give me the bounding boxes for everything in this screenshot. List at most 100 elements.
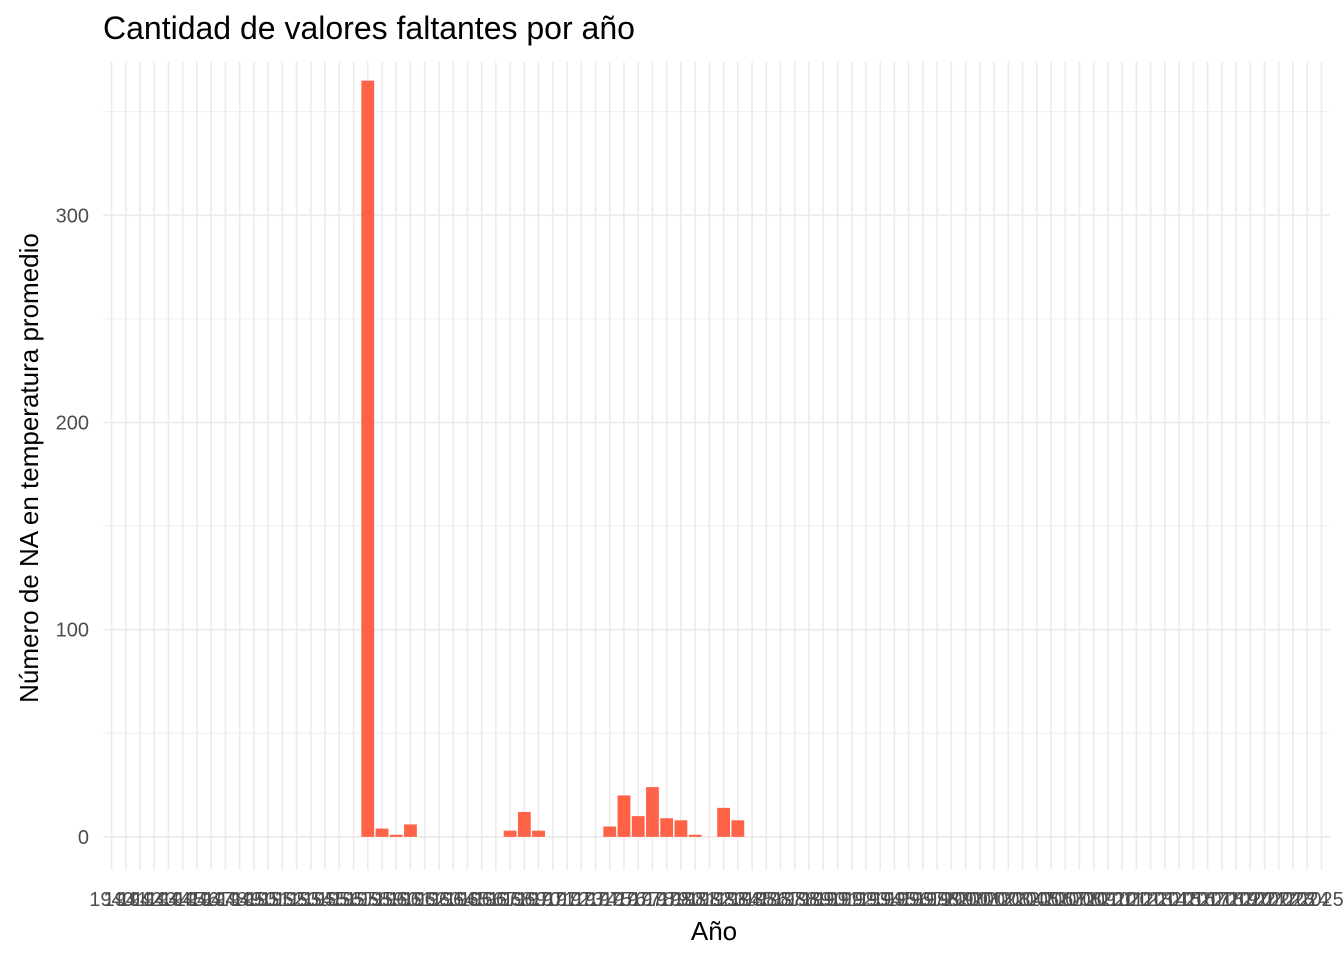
x-tick-label: 1989 <box>787 889 832 911</box>
y-axis-title: Número de NA en temperatura promedio <box>14 233 44 703</box>
x-tick-label: 1968 <box>488 889 533 911</box>
bars <box>361 80 745 837</box>
x-tick-label: 1990 <box>801 889 846 911</box>
x-tick-label: 1979 <box>644 889 689 911</box>
x-tick-label: 2006 <box>1029 889 1074 911</box>
bar-1959 <box>375 828 389 837</box>
bar-1961 <box>404 824 417 837</box>
x-tick-label: 1946 <box>175 889 220 911</box>
x-tick-label: 1943 <box>132 889 177 911</box>
x-tick-label: 1992 <box>829 889 874 911</box>
x-tick-label: 2004 <box>1000 889 1045 911</box>
bar-1976 <box>617 795 631 837</box>
x-tick-label: 1999 <box>929 889 974 911</box>
x-tick-label: 2005 <box>1015 889 1060 911</box>
x-tick-label: 2017 <box>1185 889 1230 911</box>
x-tick-label: 1959 <box>360 889 405 911</box>
x-tick-label: 2013 <box>1128 889 1173 911</box>
x-tick-label: 1960 <box>374 889 419 911</box>
grid-lines <box>103 62 1330 870</box>
x-tick-label: 1955 <box>303 889 348 911</box>
x-tick-label: 1967 <box>474 889 519 911</box>
x-tick-label: 1993 <box>844 889 889 911</box>
x-tick-label: 1942 <box>118 889 163 911</box>
bar-1980 <box>674 820 688 837</box>
x-tick-label: 2020 <box>1228 889 1273 911</box>
x-tick-label: 1981 <box>673 889 718 911</box>
bar-1977 <box>631 816 645 837</box>
x-tick-label: 1997 <box>901 889 946 911</box>
x-tick-label: 2009 <box>1071 889 1116 911</box>
x-tick-label: 1961 <box>388 889 433 911</box>
x-tick-label: 1947 <box>189 889 234 911</box>
x-tick-label: 1996 <box>886 889 931 911</box>
x-tick-label: 2021 <box>1242 889 1287 911</box>
bar-1960 <box>389 834 403 837</box>
x-tick-label: 1980 <box>659 889 704 911</box>
x-tick-label: 1984 <box>716 889 761 911</box>
x-tick-label: 1948 <box>203 889 248 911</box>
x-tick-label: 1965 <box>445 889 490 911</box>
x-tick-label: 1978 <box>630 889 675 911</box>
x-tick-label: 1975 <box>587 889 632 911</box>
x-tick-label: 1983 <box>701 889 746 911</box>
x-tick-label: 1977 <box>616 889 661 911</box>
x-tick-label: 1945 <box>160 889 205 911</box>
x-tick-label: 1972 <box>545 889 590 911</box>
x-tick-label: 1974 <box>573 889 618 911</box>
x-tick-label: 1987 <box>758 889 803 911</box>
x-tick-label: 2015 <box>1157 889 1202 911</box>
bar-1979 <box>660 818 674 837</box>
x-tick-label: 2025 <box>1299 889 1344 911</box>
x-tick-label: 2016 <box>1171 889 1216 911</box>
x-tick-label: 1958 <box>346 889 391 911</box>
x-tick-label: 2007 <box>1043 889 1088 911</box>
x-tick-label: 2010 <box>1086 889 1131 911</box>
x-tick-label: 1949 <box>217 889 262 911</box>
x-tick-label: 1951 <box>246 889 291 911</box>
x-tick-label: 1954 <box>289 889 334 911</box>
x-tick-label: 1995 <box>872 889 917 911</box>
x-tick-label: 2012 <box>1114 889 1159 911</box>
x-tick-label: 1976 <box>602 889 647 911</box>
bar-1978 <box>646 787 659 837</box>
x-tick-label: 1969 <box>502 889 547 911</box>
x-tick-label: 1985 <box>730 889 775 911</box>
x-tick-label: 1986 <box>744 889 789 911</box>
x-tick-label: 1944 <box>146 889 191 911</box>
x-tick-label: 2018 <box>1200 889 1245 911</box>
x-tick-label: 2024 <box>1285 889 1330 911</box>
x-tick-label: 1940 <box>89 889 134 911</box>
x-tick-label: 1956 <box>317 889 362 911</box>
bar-1983 <box>717 807 731 837</box>
bar-1958 <box>361 80 375 837</box>
y-tick-label: 0 <box>78 827 89 849</box>
x-tick-label: 1994 <box>858 889 903 911</box>
x-tick-label: 1962 <box>402 889 447 911</box>
x-tick-label: 1991 <box>815 889 860 911</box>
x-tick-label: 2008 <box>1057 889 1102 911</box>
y-tick-label: 200 <box>56 412 89 434</box>
x-tick-label: 1957 <box>331 889 376 911</box>
x-tick-label: 1950 <box>232 889 277 911</box>
x-tick-label: 1988 <box>773 889 818 911</box>
x-tick-label: 2023 <box>1271 889 1316 911</box>
bar-1981 <box>688 834 702 837</box>
x-tick-label: 2022 <box>1257 889 1302 911</box>
x-axis-title: Año <box>691 916 737 946</box>
x-tick-label: 2011 <box>1101 889 1144 911</box>
x-tick-label: 2000 <box>943 889 988 911</box>
x-axis-ticks: 1940194119421943194419451946194719481949… <box>89 889 1343 911</box>
x-tick-label: 2014 <box>1143 889 1188 911</box>
x-tick-label: 2002 <box>972 889 1017 911</box>
x-tick-label: 1941 <box>104 889 149 911</box>
bar-1970 <box>532 830 545 837</box>
x-tick-label: 1973 <box>559 889 604 911</box>
chart-title: Cantidad de valores faltantes por año <box>103 10 635 46</box>
x-tick-label: 2001 <box>958 889 1003 911</box>
x-tick-label: 1953 <box>274 889 319 911</box>
x-tick-label: 2019 <box>1214 889 1259 911</box>
x-tick-label: 1982 <box>687 889 732 911</box>
x-tick-label: 2003 <box>986 889 1031 911</box>
